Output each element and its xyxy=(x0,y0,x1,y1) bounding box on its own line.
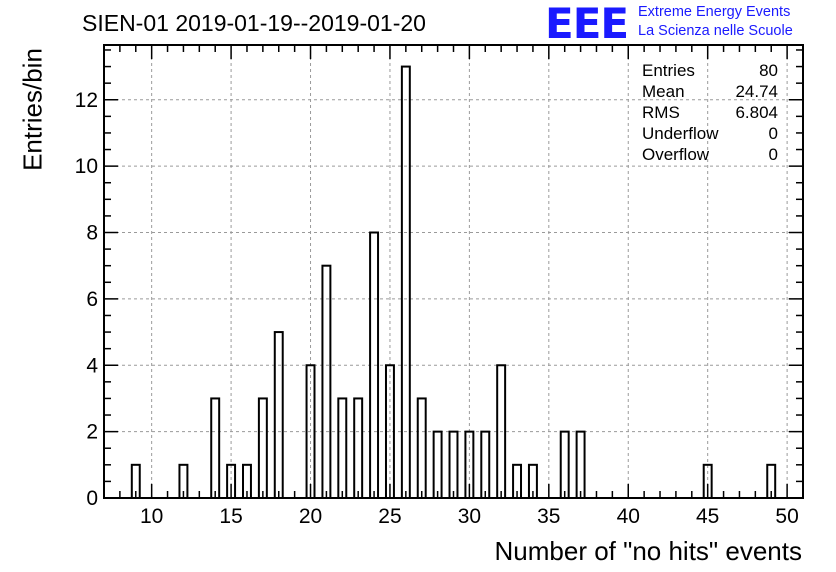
y-tick-label: 4 xyxy=(86,354,98,377)
histogram-bar xyxy=(353,397,364,500)
logo-line-1: Extreme Energy Events xyxy=(638,4,791,20)
histogram-bar xyxy=(273,331,284,500)
histogram-bar xyxy=(321,264,332,500)
stats-label: Mean xyxy=(642,82,685,101)
chart-title: SIEN-01 2019-01-19--2019-01-20 xyxy=(82,10,426,36)
stats-row: Entries 80 xyxy=(642,60,778,81)
eee-logo: EEE xyxy=(545,0,629,48)
y-tick-label: 10 xyxy=(75,155,98,178)
x-tick-label: 20 xyxy=(299,505,322,528)
x-tick-label: 40 xyxy=(617,505,640,528)
x-tick-label: 45 xyxy=(696,505,719,528)
y-tick-label: 0 xyxy=(86,487,98,510)
x-tick-label: 10 xyxy=(140,505,163,528)
histogram-bar xyxy=(257,397,268,500)
x-tick-label: 50 xyxy=(775,505,798,528)
histogram-bar xyxy=(210,397,221,500)
stats-value: 0 xyxy=(768,124,778,143)
histogram-bar xyxy=(480,430,491,499)
stats-box: Entries 80 Mean 24.74 RMS 6.804 Underflow 0 Over… xyxy=(642,60,778,165)
logo-line-2: La Scienza nelle Scuole xyxy=(638,23,793,39)
y-tick-label: 12 xyxy=(75,89,98,112)
histogram-bar xyxy=(337,397,348,500)
plot-frame xyxy=(103,44,804,499)
stats-row: Underflow 0 xyxy=(642,123,778,144)
stats-label: Entries xyxy=(642,61,695,80)
stats-value: 80 xyxy=(759,61,778,80)
x-axis-label: Number of "no hits" events xyxy=(494,536,803,566)
x-tick-label: 25 xyxy=(378,505,401,528)
stats-label: Overflow xyxy=(642,145,710,164)
histogram-bar xyxy=(448,430,459,499)
x-tick-label: 35 xyxy=(537,505,560,528)
x-tick-label: 15 xyxy=(219,505,242,528)
histogram-bar xyxy=(416,397,427,500)
stats-label: Underflow xyxy=(642,124,719,143)
stats-value: 24.74 xyxy=(735,82,778,101)
y-tick-label: 8 xyxy=(86,222,98,245)
stats-value: 6.804 xyxy=(735,103,778,122)
histogram-bar xyxy=(575,430,586,499)
stats-row: Mean 24.74 xyxy=(642,81,778,102)
stats-row: Overflow 0 xyxy=(642,144,778,165)
histogram-bar xyxy=(432,430,443,499)
stats-value: 0 xyxy=(768,145,778,164)
y-tick-label: 6 xyxy=(86,288,98,311)
stats-label: RMS xyxy=(642,103,680,122)
y-tick-label: 2 xyxy=(86,421,98,444)
histogram-bar xyxy=(559,430,570,499)
stats-row: RMS 6.804 xyxy=(642,102,778,123)
histogram-bar xyxy=(400,65,411,499)
x-tick-label: 30 xyxy=(458,505,481,528)
logo-caption: Extreme Energy Events La Scienza nelle S… xyxy=(638,3,793,41)
